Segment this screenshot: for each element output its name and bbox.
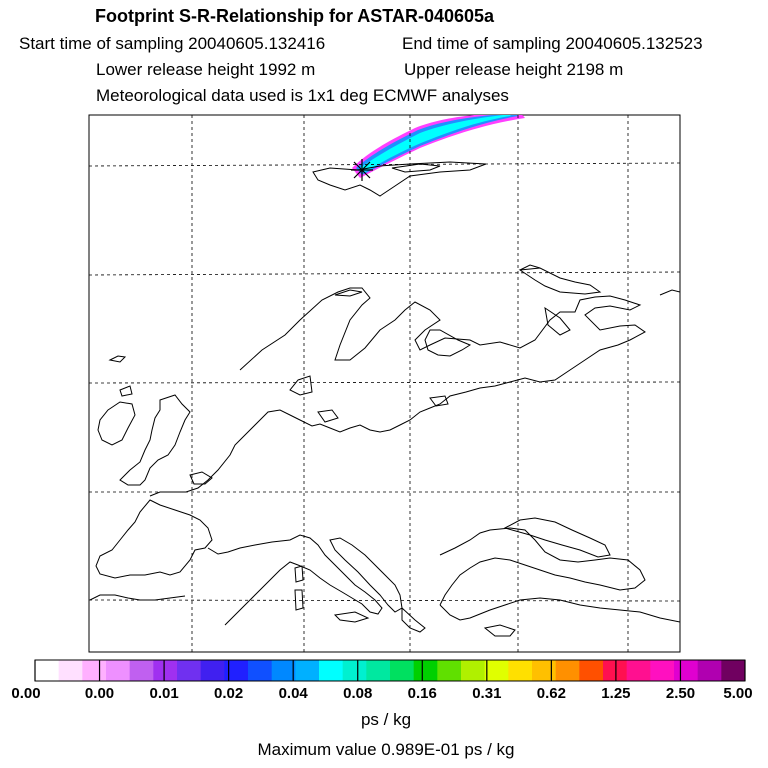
colorbar-swatch (295, 660, 320, 681)
colorbar-swatch (342, 660, 367, 681)
colorbar-tick-label: 0.62 (536, 685, 566, 702)
colorbar-swatch (390, 660, 415, 681)
lower-height-label: Lower release height 1992 m (96, 60, 316, 79)
upper-height-label: Upper release height 2198 m (404, 60, 624, 79)
colorbar-swatch (413, 660, 438, 681)
colorbar-swatch (697, 660, 722, 681)
colorbar-swatch (82, 660, 107, 681)
start-time-label: Start time of sampling 20040605.132416 (19, 34, 326, 53)
max-value-label: Maximum value 0.989E-01 ps / kg (257, 740, 515, 759)
colorbar-swatch (626, 660, 651, 681)
map-grid (89, 115, 680, 652)
colorbar-swatch (200, 660, 225, 681)
colorbar-swatch (508, 660, 533, 681)
colorbar-swatch (674, 660, 699, 681)
colorbar-swatch (461, 660, 486, 681)
colorbar-tick-label: 0.16 (407, 685, 437, 702)
end-time-label: End time of sampling 20040605.132523 (402, 34, 703, 53)
units-label: ps / kg (360, 710, 412, 729)
colorbar-swatch (153, 660, 178, 681)
colorbar-tick-label: 2.50 (665, 685, 696, 702)
colorbar-swatch (650, 660, 675, 681)
colorbar-tick-label: 1.25 (601, 685, 631, 702)
colorbar-swatch (58, 660, 83, 681)
colorbar-swatch (106, 660, 131, 681)
colorbar-swatch (484, 660, 509, 681)
colorbar-tick-label: 0.31 (472, 685, 502, 702)
colorbar-swatch (248, 660, 273, 681)
colorbar-swatch (319, 660, 344, 681)
colorbar (34, 659, 746, 682)
colorbar-swatch (555, 660, 580, 681)
receptor-star-marker (351, 159, 373, 181)
colorbar-swatch (224, 660, 249, 681)
colorbar-tick-label: 0.02 (214, 685, 244, 702)
chart-title: Footprint S-R-Relationship for ASTAR-040… (95, 6, 495, 26)
colorbar-tick-label: 0.04 (278, 685, 308, 702)
met-data-label: Meteorological data used is 1x1 deg ECMW… (96, 86, 509, 105)
colorbar-swatch (603, 660, 628, 681)
coastlines (89, 161, 680, 637)
colorbar-tick-label: 0.00 (84, 685, 115, 702)
colorbar-swatch (129, 660, 154, 681)
colorbar-swatch (35, 660, 60, 681)
colorbar-swatch (177, 660, 202, 681)
colorbar-swatch (366, 660, 391, 681)
colorbar-tick-label: 5.00 (723, 685, 753, 702)
colorbar-tick-label: 0.08 (343, 685, 373, 702)
colorbar-swatch (271, 660, 296, 681)
colorbar-tick-label: 0.00 (11, 685, 41, 702)
colorbar-swatch (579, 660, 604, 681)
footprint-plume (352, 115, 525, 178)
footprint-map (88, 114, 681, 653)
colorbar-border (34, 659, 746, 682)
colorbar-swatch (532, 660, 557, 681)
colorbar-swatch (437, 660, 462, 681)
colorbar-tick-label: 0.01 (149, 685, 179, 702)
colorbar-swatch (721, 660, 746, 681)
